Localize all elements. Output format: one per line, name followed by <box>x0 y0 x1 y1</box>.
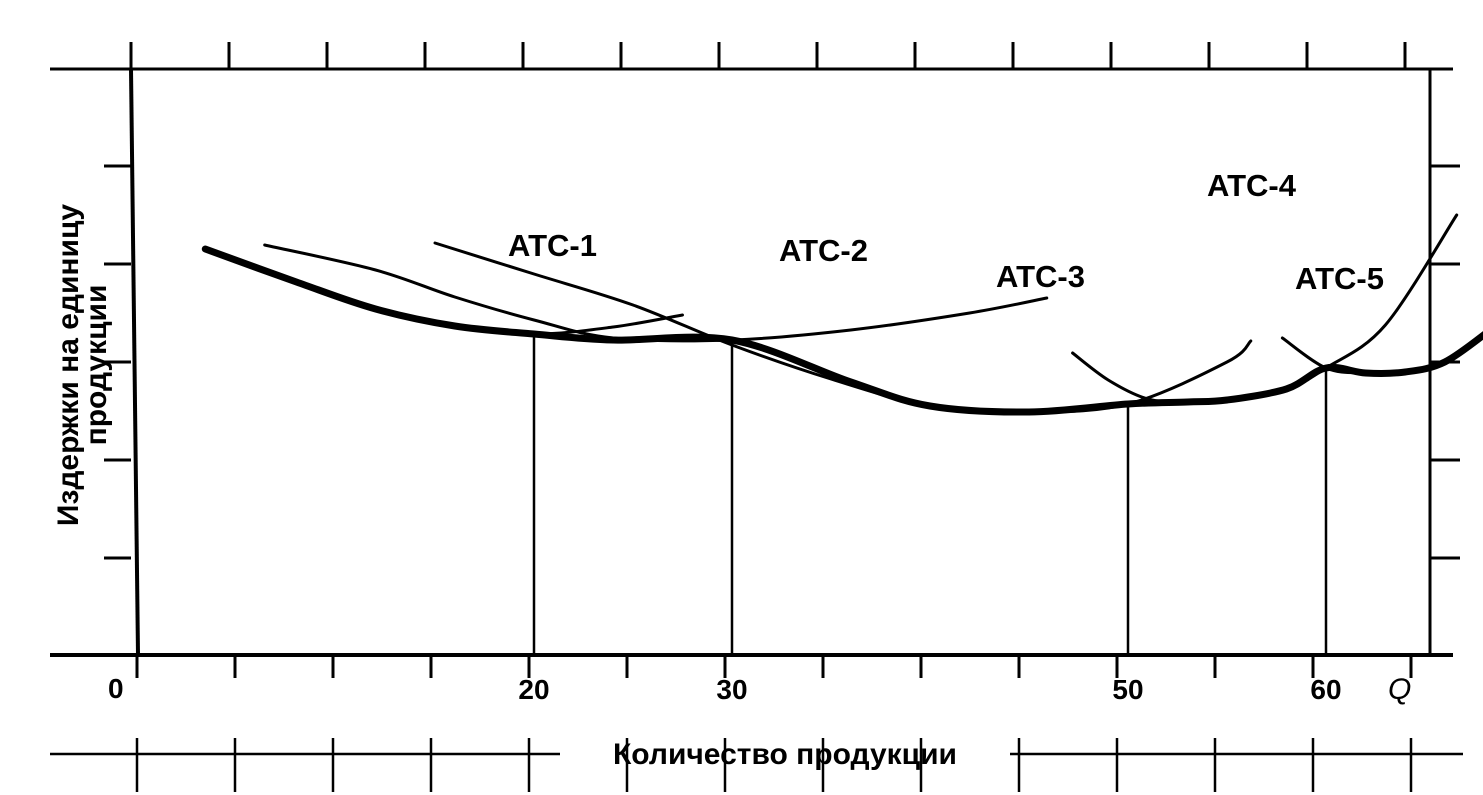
x-tick-label: 50 <box>1112 674 1143 705</box>
envelope-curve <box>201 245 1483 416</box>
y-axis-title-line2: продукции <box>80 285 113 446</box>
origin-label: 0 <box>108 673 124 704</box>
atc-4-label: ATC-4 <box>1207 168 1297 203</box>
x-tick-labels: 20 30 50 60 <box>518 674 1341 705</box>
x-axis-title: Количество продукции <box>613 738 957 771</box>
atc-5-curve <box>1280 333 1483 375</box>
atc-5-label: ATC-5 <box>1295 261 1384 296</box>
x-tick-label: 60 <box>1310 674 1341 705</box>
y-axis-line <box>129 68 140 656</box>
atc-3-label: ATC-3 <box>996 259 1085 294</box>
x-end-label: Q <box>1388 673 1411 706</box>
series-labels: ATC-1 ATC-2 ATC-3 ATC-4 ATC-5 <box>508 168 1384 296</box>
y-axis-title-line1: Издержки на единицу <box>52 204 85 527</box>
envelope-path <box>201 245 1483 416</box>
x-tick-label: 20 <box>518 674 549 705</box>
atc-2-label: ATC-2 <box>779 233 868 268</box>
x-tick-label: 30 <box>716 674 747 705</box>
drop-lines <box>532 334 1328 655</box>
atc-1-label: ATC-1 <box>508 228 597 263</box>
chart-frame <box>50 42 1463 792</box>
atc-2-curve <box>263 243 1049 343</box>
